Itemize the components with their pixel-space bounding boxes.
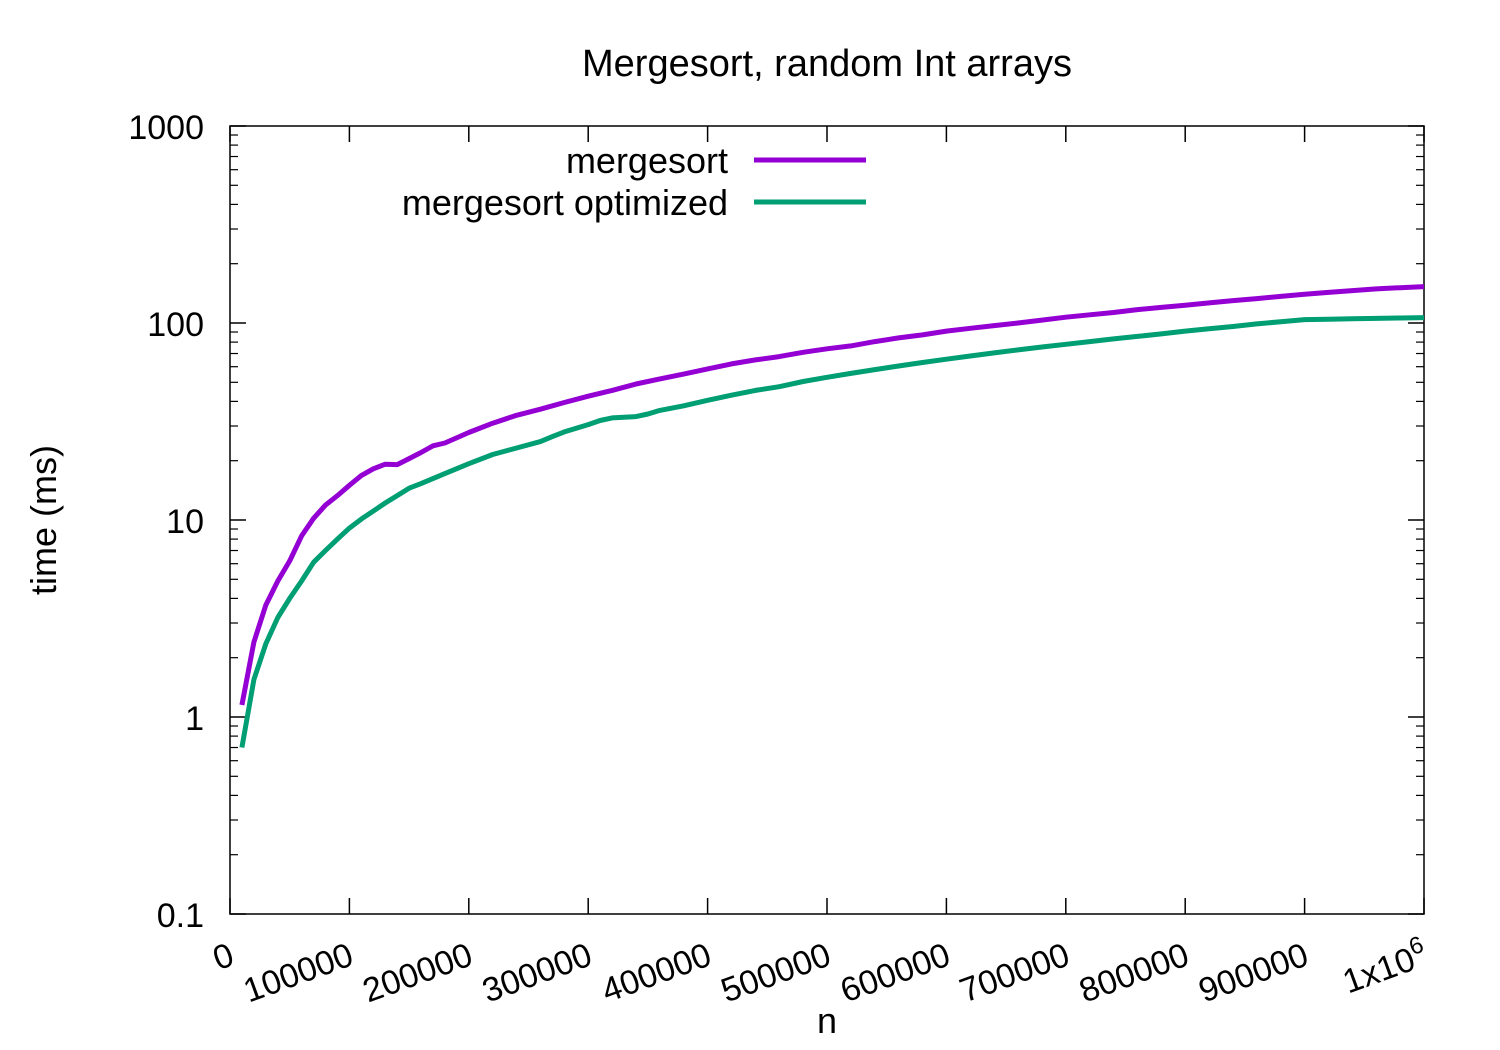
x-tick-label: 400000 <box>597 936 717 1011</box>
x-tick-label: 300000 <box>477 936 597 1011</box>
y-tick-label: 1 <box>185 700 204 738</box>
series-line-mergesort <box>239 284 1425 706</box>
x-axis-label: n <box>817 1000 837 1041</box>
x-tick-label: 100000 <box>239 936 359 1011</box>
y-tick-label: 0.1 <box>157 897 204 935</box>
y-tick-label: 10 <box>166 503 204 541</box>
x-tick-label: 0 <box>208 936 239 978</box>
x-tick-label: 700000 <box>955 936 1075 1011</box>
legend-label: mergesort optimized <box>402 182 728 223</box>
x-tick-label: 800000 <box>1074 936 1194 1011</box>
plot-area-border <box>229 125 1425 915</box>
y-tick-label: 1000 <box>128 109 204 147</box>
y-axis-label: time (ms) <box>23 445 64 595</box>
x-tick-label: 600000 <box>836 936 956 1011</box>
chart-title: Mergesort, random Int arrays <box>582 43 1072 85</box>
x-tick-label: 200000 <box>358 936 478 1011</box>
legend-label: mergesort <box>566 140 728 181</box>
x-tick-label: 1x106 <box>1336 931 1433 1001</box>
x-tick-label: 900000 <box>1194 936 1314 1011</box>
y-tick-label: 100 <box>147 306 204 344</box>
series-line-mergesort-optimized <box>239 315 1425 748</box>
